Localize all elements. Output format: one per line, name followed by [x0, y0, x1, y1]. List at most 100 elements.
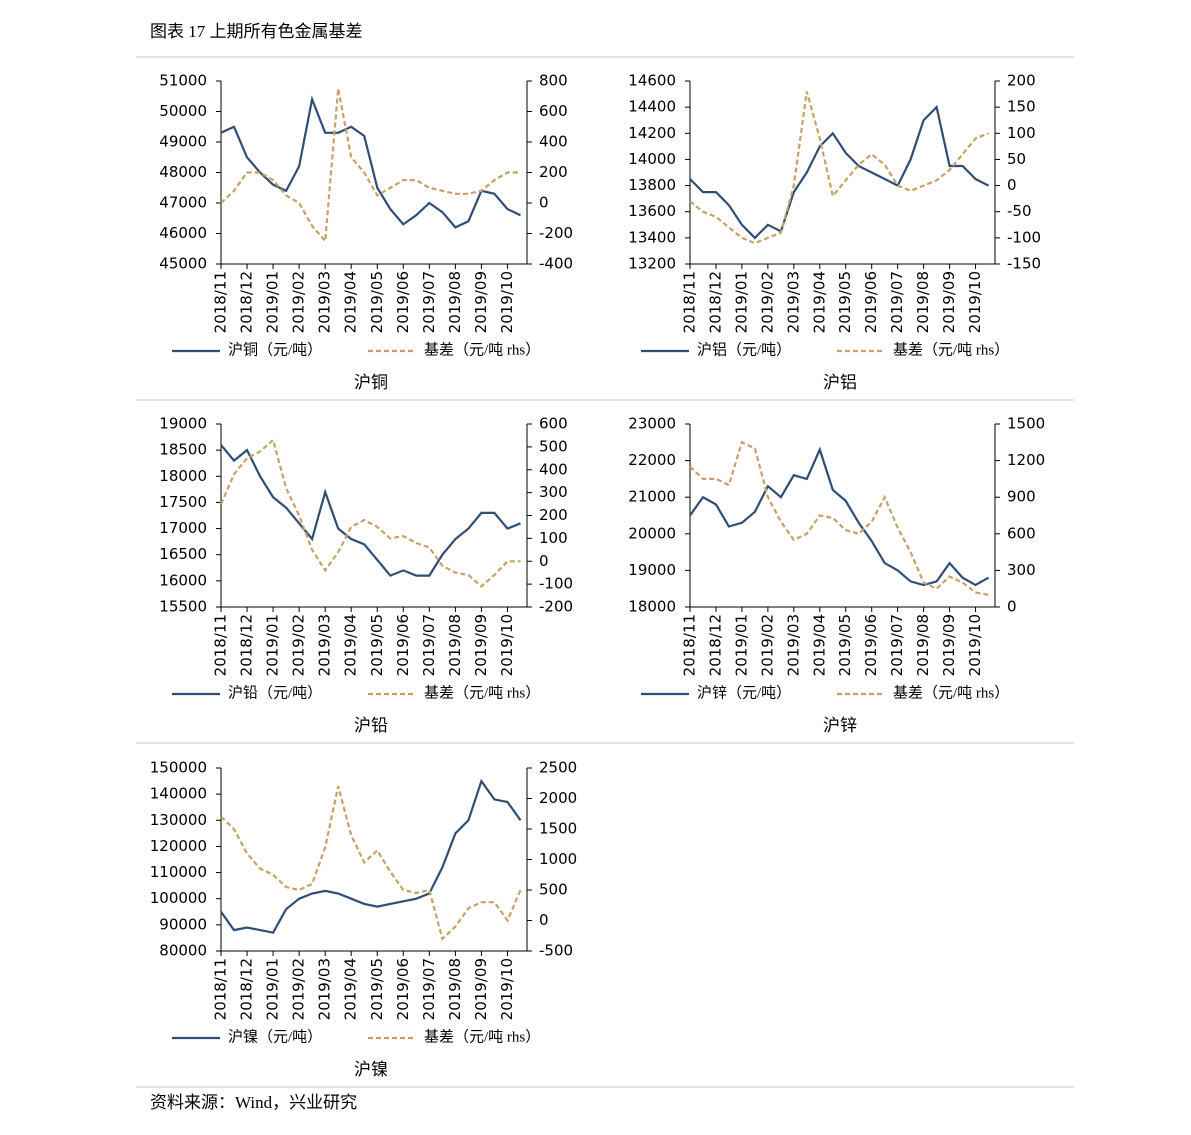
series-line: [689, 91, 989, 245]
y2-tick-label: -100: [539, 575, 573, 593]
y2-tick-label: 100: [1007, 124, 1036, 142]
y2-tick-label: 1200: [1007, 451, 1045, 469]
y2-tick-label: -100: [1007, 228, 1041, 246]
y-tick-label: 13800: [628, 176, 676, 194]
x-tick-label: 2019/10: [498, 958, 516, 1020]
y-tick-label: 14600: [628, 72, 676, 90]
x-tick-label: 2019/08: [914, 271, 932, 333]
x-tick-label: 2019/02: [758, 271, 776, 333]
y2-tick-label: 500: [539, 881, 568, 899]
y-tick-label: 16000: [159, 571, 207, 589]
chart-title: 沪锌: [823, 716, 857, 735]
y-tick-label: 16500: [159, 545, 207, 563]
x-tick-label: 2019/10: [498, 614, 516, 676]
legend-label: 基差（元/吨 rhs）: [424, 341, 540, 358]
y-tick-label: 50000: [159, 102, 207, 120]
y2-tick-label: 200: [1007, 72, 1036, 90]
series-line: [220, 444, 521, 577]
x-tick-label: 2019/08: [446, 614, 464, 676]
y-tick-label: 14200: [628, 124, 676, 142]
x-tick-label: 2019/06: [394, 271, 412, 333]
x-tick-label: 2019/06: [394, 958, 412, 1020]
chart-title: 沪铝: [823, 373, 857, 392]
y-tick-label: 51000: [159, 72, 207, 90]
series-line: [220, 786, 522, 941]
y-tick-label: 80000: [159, 942, 207, 960]
y2-tick-label: 100: [539, 529, 568, 547]
y-tick-label: 14000: [628, 150, 676, 168]
y2-tick-label: 400: [539, 133, 568, 151]
x-tick-label: 2018/11: [212, 614, 230, 676]
x-tick-label: 2019/09: [940, 614, 958, 676]
y-tick-label: 14400: [628, 98, 676, 116]
y2-tick-label: 0: [539, 552, 549, 570]
x-tick-label: 2019/01: [264, 958, 282, 1020]
legend-label: 基差（元/吨 rhs）: [893, 684, 1009, 701]
x-tick-label: 2019/08: [446, 271, 464, 333]
series-line: [220, 778, 522, 934]
y2-tick-label: 0: [1007, 598, 1017, 616]
x-tick-label: 2019/07: [888, 271, 906, 333]
y2-tick-label: 200: [539, 163, 568, 181]
y2-tick-label: 800: [539, 72, 568, 90]
y-tick-label: 140000: [150, 785, 207, 803]
y2-tick-label: 900: [1007, 488, 1036, 506]
y2-tick-label: 1000: [539, 850, 577, 868]
y2-tick-label: 0: [539, 194, 549, 212]
y-tick-label: 18000: [159, 467, 207, 485]
source-note: 资料来源：Wind，兴业研究: [150, 1093, 357, 1112]
x-tick-label: 2019/10: [966, 614, 984, 676]
y-tick-label: 150000: [150, 759, 207, 777]
x-tick-label: 2019/03: [316, 958, 334, 1020]
y2-tick-label: 1500: [1007, 415, 1045, 433]
x-tick-label: 2019/09: [472, 271, 490, 333]
y2-tick-label: 300: [539, 483, 568, 501]
x-tick-label: 2018/12: [706, 271, 724, 333]
y-tick-label: 46000: [159, 224, 207, 242]
y-tick-label: 18500: [159, 441, 207, 459]
x-tick-label: 2019/05: [836, 271, 854, 333]
y-tick-label: 49000: [159, 133, 207, 151]
legend-label: 沪锌（元/吨）: [697, 684, 791, 701]
x-tick-label: 2019/08: [446, 958, 464, 1020]
x-tick-label: 2018/11: [681, 614, 699, 676]
y2-tick-label: -500: [539, 942, 573, 960]
legend-label: 沪镍（元/吨）: [228, 1027, 322, 1045]
legend-label: 沪铅（元/吨）: [228, 684, 322, 701]
x-tick-label: 2019/10: [966, 271, 984, 333]
y-tick-label: 18000: [628, 598, 676, 616]
x-tick-label: 2019/01: [264, 271, 282, 333]
x-tick-label: 2018/12: [706, 614, 724, 676]
y2-tick-label: 600: [539, 102, 568, 120]
legend-label: 基差（元/吨 rhs）: [424, 1028, 540, 1045]
x-tick-label: 2019/04: [342, 958, 360, 1020]
y-tick-label: 20000: [628, 524, 676, 542]
x-tick-label: 2019/05: [368, 958, 386, 1020]
x-tick-label: 2019/07: [888, 614, 906, 676]
x-tick-label: 2019/06: [394, 614, 412, 676]
series-line: [220, 88, 521, 244]
y2-tick-label: 600: [1007, 524, 1036, 542]
y2-tick-label: -200: [539, 598, 573, 616]
x-tick-label: 2019/03: [316, 614, 334, 676]
y-tick-label: 48000: [159, 163, 207, 181]
y2-tick-label: 300: [1007, 561, 1036, 579]
x-tick-label: 2019/02: [290, 614, 308, 676]
legend-label: 沪铝（元/吨）: [697, 341, 791, 358]
x-tick-label: 2019/04: [342, 271, 360, 333]
series-line: [219, 438, 521, 588]
series-line: [689, 446, 990, 587]
x-tick-label: 2019/01: [732, 271, 750, 333]
x-tick-label: 2019/06: [862, 614, 880, 676]
chart-title: 沪镍: [354, 1060, 388, 1079]
x-tick-label: 2019/04: [810, 271, 828, 333]
x-tick-label: 2019/09: [472, 958, 490, 1020]
y-tick-label: 19000: [628, 561, 676, 579]
x-tick-label: 2019/01: [732, 614, 750, 676]
y-tick-label: 15500: [159, 598, 207, 616]
y2-tick-label: 2000: [539, 789, 577, 807]
y2-tick-label: -200: [539, 224, 573, 242]
x-tick-label: 2019/03: [316, 271, 334, 333]
y2-tick-label: 1500: [539, 820, 577, 838]
